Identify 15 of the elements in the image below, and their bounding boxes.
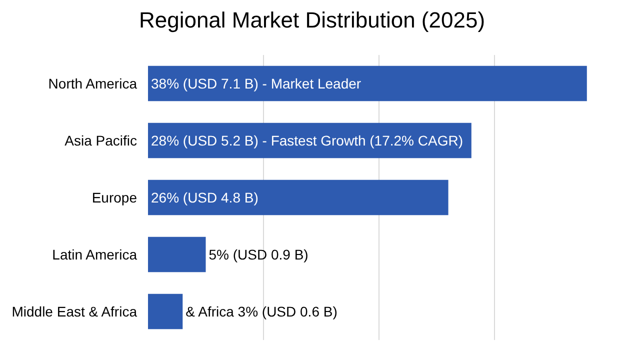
bar — [148, 236, 206, 272]
bar — [148, 180, 448, 216]
data-label: 28% (USD 5.2 B) - Fastest Growth (17.2% CAGR) — [151, 132, 463, 148]
chart-title: Regional Market Distribution (2025) — [138, 8, 486, 33]
y-tick-label: Latin America — [52, 246, 138, 262]
data-label: 26% (USD 4.8 B) — [151, 190, 258, 206]
bar — [148, 294, 183, 330]
y-tick-label: North America — [48, 75, 138, 92]
data-label: 5% (USD 0.9 B) — [208, 246, 308, 262]
bar — [148, 66, 587, 102]
data-label: & Africa 3% (USD 0.6 B) — [186, 304, 338, 320]
y-tick-label: Asia Pacific — [64, 132, 137, 148]
y-tick-label: Middle East & Africa — [12, 303, 138, 320]
data-label: 38% (USD 7.1 B) - Market Leader — [151, 76, 362, 92]
y-tick-label: Europe — [92, 189, 138, 206]
